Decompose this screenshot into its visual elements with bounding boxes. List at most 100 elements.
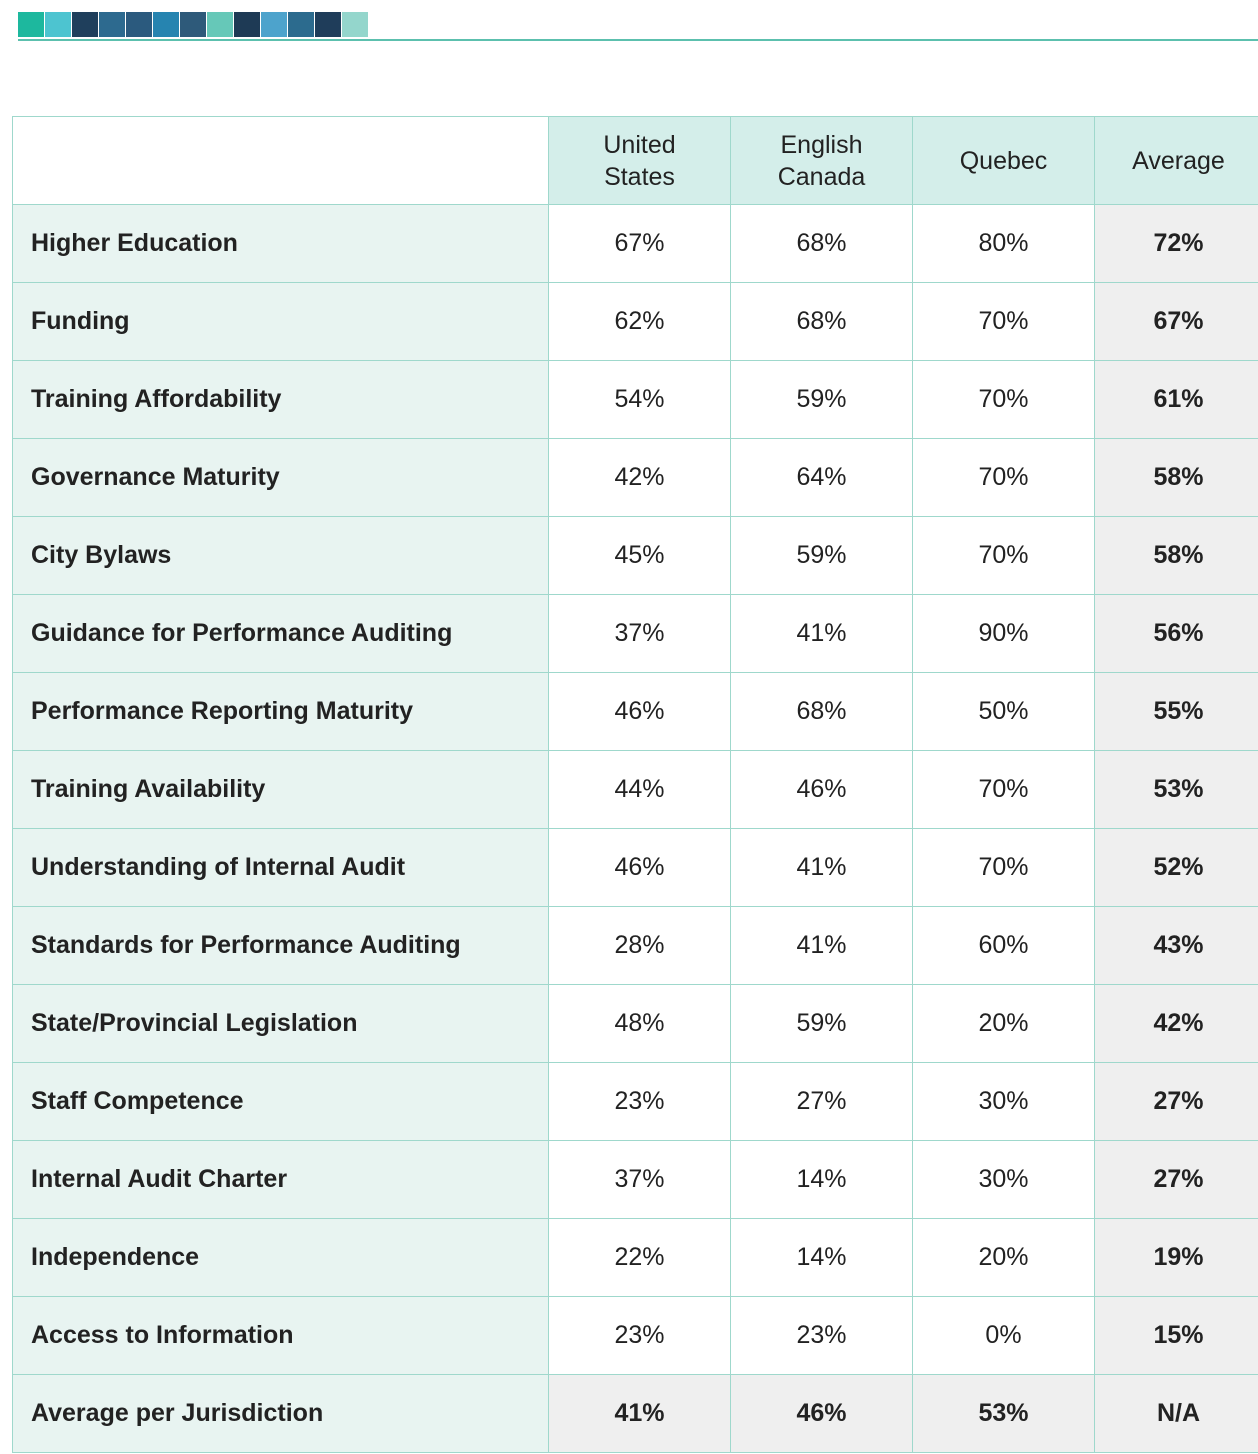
cell: 67% <box>1094 282 1258 361</box>
cell: 27% <box>1094 1062 1258 1141</box>
swatch <box>261 12 287 37</box>
cell: 48% <box>548 984 731 1063</box>
table-row: Average per Jurisdiction 41% 46% 53% N/A <box>12 1374 1258 1453</box>
cell: 68% <box>730 282 913 361</box>
swatch <box>315 12 341 37</box>
table-row: Independence 22% 14% 20% 19% <box>12 1218 1258 1297</box>
cell: 80% <box>912 204 1095 283</box>
cell: 59% <box>730 516 913 595</box>
cell: 37% <box>548 1140 731 1219</box>
header-cell: Average <box>1094 116 1258 205</box>
cell: 70% <box>912 516 1095 595</box>
swatch <box>207 12 233 37</box>
cell: 43% <box>1094 906 1258 985</box>
row-label: Funding <box>12 282 549 361</box>
cell: 23% <box>548 1296 731 1375</box>
table-row: Training Availability 44% 46% 70% 53% <box>12 750 1258 829</box>
row-label: Governance Maturity <box>12 438 549 517</box>
cell: 90% <box>912 594 1095 673</box>
cell: 53% <box>912 1374 1095 1453</box>
cell: 15% <box>1094 1296 1258 1375</box>
cell: 28% <box>548 906 731 985</box>
cell: 70% <box>912 828 1095 907</box>
row-label: Performance Reporting Maturity <box>12 672 549 751</box>
row-label: Average per Jurisdiction <box>12 1374 549 1453</box>
cell: 23% <box>730 1296 913 1375</box>
cell: N/A <box>1094 1374 1258 1453</box>
cell: 60% <box>912 906 1095 985</box>
row-label: Standards for Performance Auditing <box>12 906 549 985</box>
swatch <box>18 12 44 37</box>
table-row: Access to Information 23% 23% 0% 15% <box>12 1296 1258 1375</box>
swatch <box>126 12 152 37</box>
cell: 58% <box>1094 516 1258 595</box>
cell: 50% <box>912 672 1095 751</box>
cell: 45% <box>548 516 731 595</box>
cell: 46% <box>548 828 731 907</box>
row-label: Staff Competence <box>12 1062 549 1141</box>
cell: 42% <box>1094 984 1258 1063</box>
cell: 70% <box>912 750 1095 829</box>
swatch <box>288 12 314 37</box>
row-label: Independence <box>12 1218 549 1297</box>
cell: 72% <box>1094 204 1258 283</box>
swatch <box>180 12 206 37</box>
table-row: Guidance for Performance Auditing 37% 41% 9… <box>12 594 1258 673</box>
swatch <box>153 12 179 37</box>
row-label: Internal Audit Charter <box>12 1140 549 1219</box>
cell: 30% <box>912 1062 1095 1141</box>
cell: 61% <box>1094 360 1258 439</box>
cell: 19% <box>1094 1218 1258 1297</box>
table-row: State/Provincial Legislation 48% 59% 20% 42% <box>12 984 1258 1063</box>
header-cell: Quebec <box>912 116 1095 205</box>
cell: 59% <box>730 360 913 439</box>
cell: 14% <box>730 1140 913 1219</box>
cell: 59% <box>730 984 913 1063</box>
cell: 68% <box>730 672 913 751</box>
row-label: Access to Information <box>12 1296 549 1375</box>
cell: 70% <box>912 360 1095 439</box>
table-row: Governance Maturity 42% 64% 70% 58% <box>12 438 1258 517</box>
cell: 14% <box>730 1218 913 1297</box>
cell: 41% <box>730 828 913 907</box>
cell: 64% <box>730 438 913 517</box>
row-label: Higher Education <box>12 204 549 283</box>
cell: 68% <box>730 204 913 283</box>
color-stripe <box>18 12 368 37</box>
header-text: United States <box>603 130 676 191</box>
cell: 58% <box>1094 438 1258 517</box>
header-cell: United States <box>548 116 731 205</box>
cell: 42% <box>548 438 731 517</box>
header-text: Average <box>1132 146 1225 175</box>
cell: 56% <box>1094 594 1258 673</box>
table-row: City Bylaws 45% 59% 70% 58% <box>12 516 1258 595</box>
swatch <box>72 12 98 37</box>
cell: 23% <box>548 1062 731 1141</box>
swatch <box>45 12 71 37</box>
swatch <box>99 12 125 37</box>
cell: 53% <box>1094 750 1258 829</box>
cell: 62% <box>548 282 731 361</box>
cell: 37% <box>548 594 731 673</box>
header-text: English Canada <box>777 130 866 191</box>
cell: 46% <box>548 672 731 751</box>
swatch <box>234 12 260 37</box>
table-body: Higher Education 67% 68% 80% 72% Funding 62% 68… <box>12 204 1258 1453</box>
cell: 54% <box>548 360 731 439</box>
cell: 41% <box>548 1374 731 1453</box>
table-row: Performance Reporting Maturity 46% 68% 50% 5… <box>12 672 1258 751</box>
cell: 20% <box>912 1218 1095 1297</box>
header-cell: English Canada <box>730 116 913 205</box>
cell: 20% <box>912 984 1095 1063</box>
table-row: Funding 62% 68% 70% 67% <box>12 282 1258 361</box>
table-row: Standards for Performance Auditing 28% 41%… <box>12 906 1258 985</box>
cell: 27% <box>1094 1140 1258 1219</box>
cell: 67% <box>548 204 731 283</box>
cell: 46% <box>730 1374 913 1453</box>
cell: 52% <box>1094 828 1258 907</box>
cell: 70% <box>912 438 1095 517</box>
row-label: City Bylaws <box>12 516 549 595</box>
table-row: Training Affordability 54% 59% 70% 61% <box>12 360 1258 439</box>
cell: 27% <box>730 1062 913 1141</box>
